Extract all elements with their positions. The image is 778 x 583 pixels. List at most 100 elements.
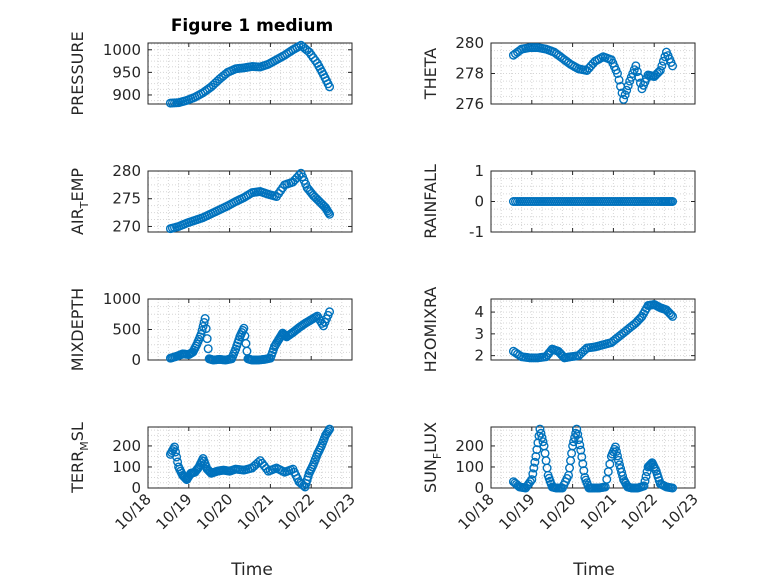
- y-tick-label: 276: [455, 95, 484, 113]
- x-tick-label: 10/23: [316, 490, 359, 533]
- y-tick-label: 200: [455, 437, 484, 455]
- data-point: [631, 61, 641, 71]
- y-axis-label: SUNFLUX: [421, 422, 444, 493]
- data-point: [632, 67, 642, 77]
- data-point: [325, 209, 335, 219]
- data-point: [622, 85, 632, 95]
- y-axis-label: TERRMSL: [68, 422, 91, 494]
- data-point: [171, 447, 181, 457]
- data-point: [528, 469, 538, 479]
- data-point: [668, 311, 678, 321]
- x-tick-label: 10/22: [275, 490, 318, 533]
- y-tick-label: 200: [112, 437, 141, 455]
- y-axis-label: PRESSURE: [68, 31, 87, 115]
- data-point: [620, 90, 630, 100]
- y-tick-label: 270: [112, 217, 141, 235]
- axes-box: [147, 170, 353, 233]
- data-point: [668, 61, 678, 71]
- data-point: [170, 442, 180, 452]
- data-point: [200, 314, 210, 324]
- data-point: [529, 463, 539, 473]
- y-axis-label: H2OMIXRA: [421, 287, 440, 373]
- data-point: [657, 61, 667, 71]
- data-point: [196, 329, 206, 339]
- subplot-air-temp: 270 275 280 AIRTEMP: [68, 162, 353, 235]
- y-tick-label: 0: [474, 479, 484, 497]
- data-point: [527, 475, 537, 485]
- figure-title: Figure 1 medium: [171, 16, 333, 36]
- x-tick-label: 10/19: [152, 490, 195, 533]
- data-point: [619, 94, 629, 104]
- data-point: [611, 446, 621, 456]
- y-tick-label: 1000: [103, 41, 141, 59]
- data-point: [575, 440, 585, 450]
- subplot-rainfall: -1 0 1 RAINFALL: [421, 162, 696, 241]
- data-point: [280, 330, 290, 340]
- subplot-h2omixra: 2 3 4 H2OMIXRA: [421, 287, 696, 373]
- x-tick-label: 10/22: [618, 490, 661, 533]
- y-tick-label: 500: [112, 321, 141, 339]
- y-tick-label: 275: [112, 190, 141, 208]
- data-point: [668, 483, 678, 493]
- data-point: [668, 196, 678, 206]
- data-point: [537, 433, 547, 443]
- y-tick-label: 100: [112, 458, 141, 476]
- data-point: [572, 424, 582, 434]
- x-tick-label: 10/20: [536, 490, 579, 533]
- data-point: [324, 208, 334, 218]
- subplot-theta: 276 278 280 THETA: [421, 34, 696, 113]
- data-point: [574, 435, 584, 445]
- data-point: [639, 481, 649, 491]
- data-point: [324, 426, 334, 436]
- data-point: [612, 68, 622, 78]
- data-point: [614, 75, 624, 85]
- data-point: [641, 471, 651, 481]
- y-axis-label: THETA: [421, 48, 440, 100]
- data-point: [325, 307, 335, 317]
- y-tick-label: 950: [112, 63, 141, 81]
- x-tick-label: 10/19: [495, 490, 538, 533]
- y-tick-label: 1: [474, 162, 484, 180]
- axes-box: [490, 298, 696, 361]
- axes-box: [147, 42, 353, 105]
- data-point: [325, 424, 335, 434]
- data-point: [172, 452, 182, 462]
- data-point: [655, 65, 665, 75]
- x-tick-label: 10/20: [193, 490, 236, 533]
- subplot-pressure: 900 950 1000 PRESSURE: [68, 31, 353, 116]
- x-tick-label: 10/23: [659, 490, 702, 533]
- data-point: [536, 428, 546, 438]
- data-point: [612, 451, 622, 461]
- data-point: [525, 477, 535, 487]
- y-tick-label: 100: [455, 458, 484, 476]
- data-point: [640, 476, 650, 486]
- y-tick-label: 0: [131, 351, 141, 369]
- data-point: [538, 437, 548, 447]
- y-tick-label: 3: [474, 325, 484, 343]
- y-tick-label: 280: [112, 162, 141, 180]
- y-tick-label: 278: [455, 65, 484, 83]
- data-point: [325, 82, 335, 92]
- y-tick-label: 900: [112, 86, 141, 104]
- subplot-mixdepth: 0 500 1000 MIXDEPTH: [68, 288, 353, 371]
- y-tick-label: 0: [131, 479, 141, 497]
- time-label-left: Time: [230, 560, 273, 580]
- y-tick-label: 2: [474, 347, 484, 365]
- data-point: [245, 189, 255, 199]
- y-tick-label: 0: [474, 193, 484, 211]
- data-point: [515, 350, 525, 360]
- data-point: [203, 344, 213, 354]
- data-point: [202, 334, 212, 344]
- x-tick-label: 10/21: [234, 490, 277, 533]
- x-tick-label: 10/21: [577, 490, 620, 533]
- data-point: [623, 81, 633, 91]
- data-point: [530, 457, 540, 467]
- data-point: [197, 325, 207, 335]
- data-point: [614, 455, 624, 465]
- y-axis-label: MIXDEPTH: [68, 288, 87, 371]
- y-axis-label: AIRTEMP: [68, 168, 91, 235]
- data-point: [666, 310, 676, 320]
- subplot-sun-flux: 0100200SUNFLUX10/1810/1910/2010/2110/221…: [421, 422, 702, 533]
